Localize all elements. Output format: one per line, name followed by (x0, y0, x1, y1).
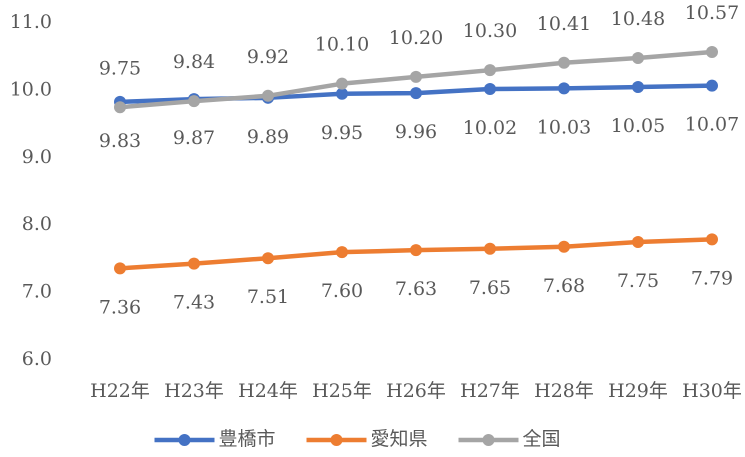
point (706, 233, 718, 246)
point (558, 82, 570, 95)
data-label: 7.75 (617, 270, 659, 292)
x-tick-label: H27年 (460, 380, 520, 402)
x-tick-label: H22年 (90, 380, 150, 402)
x-tick-label: H29年 (608, 380, 668, 402)
point (558, 240, 570, 253)
point (484, 242, 496, 255)
data-label: 7.43 (173, 292, 215, 314)
point (114, 101, 126, 114)
data-label: 7.68 (543, 275, 585, 297)
data-label: 9.92 (247, 46, 289, 68)
point (262, 252, 274, 265)
data-label: 10.05 (611, 115, 665, 137)
x-tick-label: H23年 (164, 380, 224, 402)
data-label: 7.65 (469, 277, 511, 299)
y-tick-label: 9.0 (22, 146, 52, 168)
data-label: 9.83 (99, 130, 141, 152)
data-label: 10.03 (537, 116, 591, 138)
point (262, 89, 274, 102)
y-tick-label: 7.0 (22, 281, 52, 303)
data-label: 7.63 (395, 278, 437, 300)
x-tick-label: H30年 (682, 380, 742, 402)
data-label: 10.30 (463, 20, 517, 42)
point (410, 70, 422, 83)
data-label: 10.02 (463, 117, 517, 139)
point (706, 79, 718, 92)
point (188, 95, 200, 108)
data-label: 7.36 (99, 296, 141, 318)
point (484, 83, 496, 96)
data-label: 10.20 (389, 27, 443, 49)
point (114, 262, 126, 275)
x-tick-label: H24年 (238, 380, 298, 402)
data-label: 10.48 (611, 8, 665, 30)
legend-label: 豊橋市 (219, 428, 276, 450)
x-tick-label: H25年 (312, 380, 372, 402)
legend-marker (482, 434, 495, 446)
data-label: 9.95 (321, 122, 363, 144)
point (484, 64, 496, 77)
point (706, 45, 718, 58)
data-label: 7.51 (247, 286, 289, 308)
point (632, 81, 644, 94)
data-label: 7.79 (691, 267, 733, 289)
point (188, 257, 200, 270)
data-label: 10.07 (685, 114, 739, 136)
data-label: 9.96 (395, 121, 437, 143)
legend-marker (330, 434, 343, 446)
data-label: 9.89 (247, 126, 289, 148)
y-tick-label: 8.0 (22, 213, 52, 235)
y-tick-label: 10.0 (10, 78, 52, 100)
data-label: 10.10 (315, 34, 369, 56)
point (410, 244, 422, 257)
legend-label: 全国 (523, 428, 561, 450)
point (410, 87, 422, 100)
point (632, 52, 644, 65)
point (336, 246, 348, 259)
data-label: 10.41 (537, 13, 591, 35)
data-label: 9.84 (173, 51, 215, 73)
point (558, 56, 570, 69)
y-tick-label: 6.0 (22, 348, 52, 370)
legend-marker (178, 434, 191, 446)
data-label: 10.57 (685, 2, 739, 24)
x-tick-label: H26年 (386, 380, 446, 402)
x-tick-label: H28年 (534, 380, 594, 402)
y-tick-label: 11.0 (10, 11, 52, 33)
data-label: 9.75 (99, 57, 141, 79)
point (336, 87, 348, 100)
point (632, 236, 644, 249)
data-label: 9.87 (173, 127, 215, 149)
point (336, 77, 348, 90)
legend-label: 愛知県 (371, 428, 428, 450)
data-label: 7.60 (321, 280, 363, 302)
